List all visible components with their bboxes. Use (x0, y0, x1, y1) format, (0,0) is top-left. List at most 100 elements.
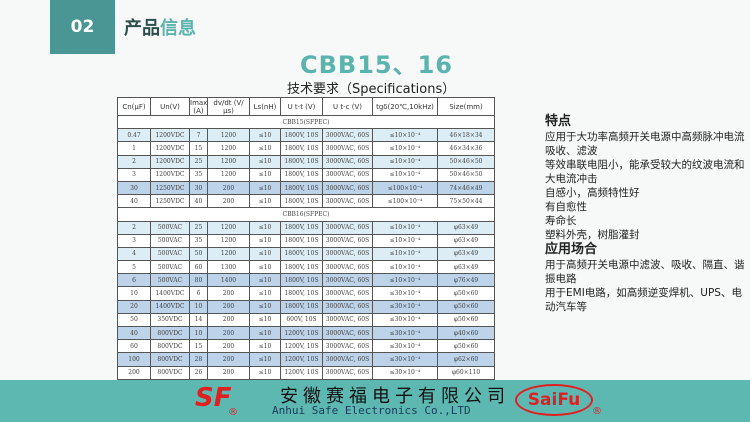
table-row: 3 500VAC 35 1200 ≤10 1800V, 10S 3000VAC, 60S ≤1… (117, 233, 495, 248)
table-cell: 1300 (207, 260, 250, 275)
table-cell: ≤100×10⁻⁴ (372, 180, 438, 196)
table-cell: 15 (189, 141, 208, 156)
table-cell: 6 (189, 286, 208, 301)
table-cell: 40 (117, 194, 151, 209)
table-cell: 60 (117, 339, 151, 354)
table-cell: 1800V, 10S (280, 167, 323, 182)
table-cell: 1200V, 10S (280, 325, 323, 341)
table-cell: 46×18×34 (437, 128, 495, 143)
table-cell: 1200 (207, 128, 250, 143)
table-cell: ≤10 (249, 352, 281, 367)
saifu-logo: SaiFu (515, 384, 593, 416)
table-cell: 50 (189, 246, 208, 262)
column-header: dv/dt (V/μs) (207, 97, 250, 116)
spec-title: 技术要求（Specifications） (287, 82, 456, 97)
table-cell: 1800V, 10S (280, 286, 323, 301)
list-item: 有自愈性 (545, 201, 587, 213)
company-name-en: Anhui Safe Electronics Co.,LTD (272, 404, 471, 417)
table-row: 40 1250VDC 40 200 ≤10 1800V, 10S 3000VAC, 60S ≤… (117, 194, 495, 209)
table-cell: 200 (207, 180, 250, 196)
column-header: U t-t (V) (280, 97, 323, 116)
table-cell: ≤10×10⁻⁴ (372, 260, 438, 275)
table-cell: 2 (117, 220, 151, 235)
table-cell: 1800V, 10S (280, 154, 323, 169)
table-cell: φ50×60 (437, 312, 495, 328)
list-item: 寿命长 (545, 215, 577, 227)
info-panel: 特点 应用于大功率高频开关电源中高频脉冲电流吸收、滤波 等效串联电阻小，能承受较大… (545, 114, 750, 314)
table-cell: 1200V, 10S (280, 365, 323, 380)
page-title: 产品信息 (124, 14, 196, 40)
registered-mark: ® (592, 406, 602, 417)
table-row: 0.47 1200VDC 7 1200 ≤10 1800V, 10S 3000VAC, 60… (117, 128, 495, 143)
table-cell: 200 (207, 286, 250, 301)
table-cell: 1800V, 10S (280, 141, 323, 156)
table-cell: 1800V, 10S (280, 220, 323, 235)
table-cell: 3000VAC, 60S (322, 339, 373, 354)
list-item: 塑料外壳，树脂灌封 (545, 229, 640, 241)
column-header: Cn(μF) (117, 97, 151, 116)
table-cell: 200 (117, 365, 151, 380)
title-part-1: 产品 (124, 18, 160, 39)
table-cell: 6 (117, 273, 151, 288)
table-cell: 10 (117, 286, 151, 301)
table-cell: ≤30×10⁻⁴ (372, 339, 438, 354)
table-cell: ≤10×10⁻⁴ (372, 273, 438, 288)
table-cell: 1200VDC (150, 167, 190, 182)
table-cell: ≤30×10⁻⁴ (372, 325, 438, 341)
table-cell: 1800V, 10S (280, 180, 323, 196)
table-cell: 1400 (207, 273, 250, 288)
table-cell: 3 (117, 167, 151, 182)
table-cell: 35 (189, 167, 208, 182)
table-cell: 3000VAC, 60S (322, 312, 373, 328)
applications-list: 用于高频开关电源中滤波、吸收、隔直、谐振电路 用于EMI电路，如高频逆变焊机、UP… (545, 258, 750, 314)
table-cell: ≤30×10⁻⁴ (372, 312, 438, 328)
section-row: CBB15(SFPEC) (117, 114, 495, 130)
table-cell: 50×46×50 (437, 167, 495, 182)
table-row: 2 500VAC 25 1200 ≤10 1800V, 10S 3000VAC, 60S ≤1… (117, 220, 495, 235)
table-cell: ≤10 (249, 260, 281, 275)
table-cell: 60 (189, 260, 208, 275)
table-cell: φ76×49 (437, 273, 495, 288)
table-cell: ≤10 (249, 180, 281, 196)
table-cell: 1800V, 10S (280, 260, 323, 275)
table-cell: 15 (189, 339, 208, 354)
footer-band (0, 380, 750, 422)
table-row: 6 500VAC 80 1400 ≤10 1800V, 10S 3000VAC, 60S ≤1… (117, 273, 495, 288)
table-cell: ≤30×10⁻⁴ (372, 299, 438, 314)
spec-table: Cn(μF) Un(V) Imax (A) dv/dt (V/μs) Ls(nH) U t… (117, 97, 495, 380)
table-cell: ≤10×10⁻⁴ (372, 220, 438, 235)
table-cell: 600V, 10S (280, 312, 323, 328)
table-row: 200 800VDC 26 200 ≤10 1200V, 10S 3000VAC, 60S ≤… (117, 365, 495, 380)
table-cell: 40 (117, 325, 151, 341)
table-cell: φ40×60 (437, 325, 495, 341)
table-cell: 3000VAC, 60S (322, 286, 373, 301)
table-cell: φ63×49 (437, 260, 495, 275)
table-cell: 1200VDC (150, 128, 190, 143)
table-cell: 1200VDC (150, 154, 190, 169)
table-cell: 1250VDC (150, 180, 190, 196)
table-cell: 1200V, 10S (280, 339, 323, 354)
table-cell: ≤10 (249, 233, 281, 248)
company-name-cn: 安徽赛福电子有限公司 (280, 386, 510, 407)
table-cell: 200 (207, 312, 250, 328)
model-title: CBB15、16 (300, 51, 453, 79)
section-row: CBB16(SFPEC) (117, 207, 495, 222)
table-cell: 3000VAC, 60S (322, 141, 373, 156)
table-cell: ≤10 (249, 273, 281, 288)
table-cell: 4 (117, 246, 151, 262)
table-cell: ≤10 (249, 299, 281, 314)
table-cell: ≤10 (249, 128, 281, 143)
table-cell: φ50×60 (437, 299, 495, 314)
table-cell: 28 (189, 352, 208, 367)
table-cell: 800VDC (150, 325, 190, 341)
table-cell: 1200 (207, 246, 250, 262)
table-cell: 500VAC (150, 260, 190, 275)
column-header: Imax (A) (189, 97, 208, 116)
table-cell: 1200 (207, 141, 250, 156)
table-cell: 1400VDC (150, 286, 190, 301)
table-cell: φ63×49 (437, 220, 495, 235)
table-cell: 7 (189, 128, 208, 143)
list-item: 用于EMI电路，如高频逆变焊机、UPS、电动汽车等 (545, 287, 742, 313)
table-cell: 100 (117, 352, 151, 367)
table-cell: 3000VAC, 60S (322, 233, 373, 248)
